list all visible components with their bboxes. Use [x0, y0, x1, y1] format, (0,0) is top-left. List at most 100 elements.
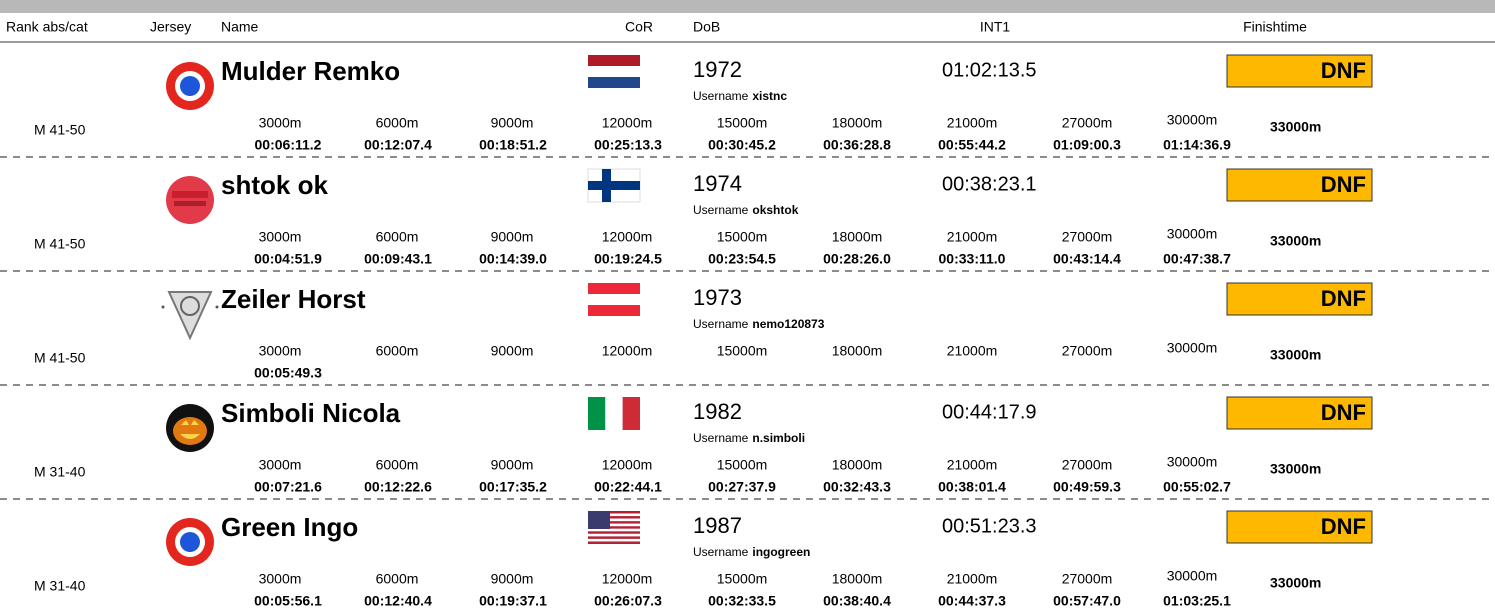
split-distance: 3000m: [259, 571, 302, 587]
flag-stripe: [588, 77, 640, 88]
birth-year: 1972: [693, 57, 742, 82]
username-label: Username: [693, 545, 749, 559]
split-distance: 15000m: [717, 229, 768, 245]
split-distance: 6000m: [376, 229, 419, 245]
birth-year: 1974: [693, 171, 742, 196]
split-time: 00:36:28.8: [823, 137, 891, 153]
column-header: INT1: [980, 19, 1011, 35]
category: M 31-40: [34, 578, 86, 594]
athlete-name: Simboli Nicola: [221, 398, 401, 428]
icon-band: [172, 191, 208, 198]
column-header: Name: [221, 19, 259, 35]
split-distance: 21000m: [947, 343, 998, 359]
column-header: DoB: [693, 19, 720, 35]
flag-canton: [588, 511, 610, 529]
split-distance: 30000m: [1167, 568, 1218, 584]
split-distance: 18000m: [832, 343, 883, 359]
category: M 31-40: [34, 464, 86, 480]
split-time: 01:03:25.1: [1163, 593, 1231, 609]
split-distance: 12000m: [602, 229, 653, 245]
split-time: 00:23:54.5: [708, 251, 776, 267]
split-time: 00:43:14.4: [1053, 251, 1121, 267]
flag-stripe: [588, 55, 640, 66]
split-time: 00:14:39.0: [479, 251, 547, 267]
split-distance: 27000m: [1062, 571, 1113, 587]
athlete-name: Zeiler Horst: [221, 284, 366, 314]
finish-status: DNF: [1321, 286, 1366, 311]
birth-year: 1987: [693, 513, 742, 538]
int1-time: 00:44:17.9: [942, 401, 1037, 423]
flag-stripe: [588, 534, 640, 537]
flag-stripe: [588, 294, 640, 305]
split-distance: 21000m: [947, 115, 998, 131]
split-distance: 9000m: [491, 115, 534, 131]
split-time: 00:38:01.4: [938, 479, 1006, 495]
split-time: 00:04:51.9: [254, 251, 322, 267]
flag-stripe: [588, 66, 640, 77]
category: M 41-50: [34, 236, 86, 252]
flag-cross: [588, 181, 640, 190]
icon-dot: [162, 306, 165, 309]
split-distance: 15000m: [717, 115, 768, 131]
flag-stripe: [605, 397, 622, 430]
int1-time: 01:02:13.5: [942, 59, 1037, 81]
split-time: 00:19:37.1: [479, 593, 547, 609]
birth-year: 1973: [693, 285, 742, 310]
column-header: Rank abs/cat: [6, 19, 88, 35]
split-time: 00:12:40.4: [364, 593, 432, 609]
split-distance: 15000m: [717, 571, 768, 587]
username-label: Username: [693, 89, 749, 103]
int1-time: 00:38:23.1: [942, 173, 1037, 195]
split-distance: 33000m: [1270, 119, 1321, 135]
split-time: 00:18:51.2: [479, 137, 547, 153]
username: nemo120873: [752, 317, 824, 331]
flag-stripe: [588, 529, 640, 532]
split-distance: 18000m: [832, 115, 883, 131]
category: M 41-50: [34, 122, 86, 138]
category: M 41-50: [34, 350, 86, 366]
split-time: 00:26:07.3: [594, 593, 662, 609]
split-distance: 27000m: [1062, 229, 1113, 245]
split-time: 00:27:37.9: [708, 479, 776, 495]
finish-status: DNF: [1321, 400, 1366, 425]
split-distance: 30000m: [1167, 340, 1218, 356]
split-distance: 33000m: [1270, 347, 1321, 363]
split-distance: 27000m: [1062, 115, 1113, 131]
split-time: 00:12:07.4: [364, 137, 432, 153]
finish-status: DNF: [1321, 514, 1366, 539]
split-distance: 9000m: [491, 571, 534, 587]
split-distance: 27000m: [1062, 343, 1113, 359]
split-time: 01:14:36.9: [1163, 137, 1231, 153]
split-distance: 15000m: [717, 343, 768, 359]
flag-stripe: [588, 541, 640, 544]
split-time: 00:32:43.3: [823, 479, 891, 495]
finish-status: DNF: [1321, 58, 1366, 83]
flag-stripe: [623, 397, 640, 430]
split-distance: 6000m: [376, 115, 419, 131]
result-row: Mulder Remko1972Usernamexistnc01:02:13.5…: [0, 55, 1495, 157]
top-bar: [0, 0, 1495, 13]
flag-stripe: [588, 397, 605, 430]
column-header: Jersey: [150, 19, 191, 35]
username: xistnc: [752, 89, 787, 103]
split-time: 00:57:47.0: [1053, 593, 1121, 609]
finish-status: DNF: [1321, 172, 1366, 197]
split-distance: 9000m: [491, 343, 534, 359]
split-time: 00:30:45.2: [708, 137, 776, 153]
icon-pumpkin: [173, 417, 207, 445]
result-row: Simboli Nicola1982Usernamen.simboli00:44…: [0, 397, 1495, 499]
split-distance: 3000m: [259, 457, 302, 473]
username: ingogreen: [752, 545, 810, 559]
split-time: 00:49:59.3: [1053, 479, 1121, 495]
split-time: 00:38:40.4: [823, 593, 891, 609]
icon-disc: [166, 176, 214, 224]
split-time: 00:32:33.5: [708, 593, 776, 609]
flag-stripe: [588, 305, 640, 316]
split-time: 00:22:44.1: [594, 479, 662, 495]
split-distance: 3000m: [259, 115, 302, 131]
split-distance: 30000m: [1167, 112, 1218, 128]
split-distance: 18000m: [832, 571, 883, 587]
athlete-name: Green Ingo: [221, 512, 358, 542]
birth-year: 1982: [693, 399, 742, 424]
